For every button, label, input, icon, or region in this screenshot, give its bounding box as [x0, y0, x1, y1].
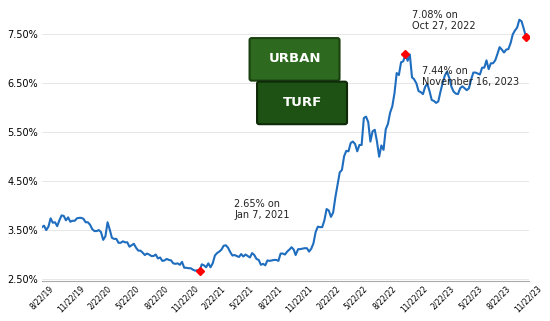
Text: 7.44% on
November 16, 2023: 7.44% on November 16, 2023	[422, 66, 519, 87]
Text: 7.08% on
Oct 27, 2022: 7.08% on Oct 27, 2022	[412, 10, 476, 31]
Text: 2.65% on
Jan 7, 2021: 2.65% on Jan 7, 2021	[234, 199, 290, 221]
